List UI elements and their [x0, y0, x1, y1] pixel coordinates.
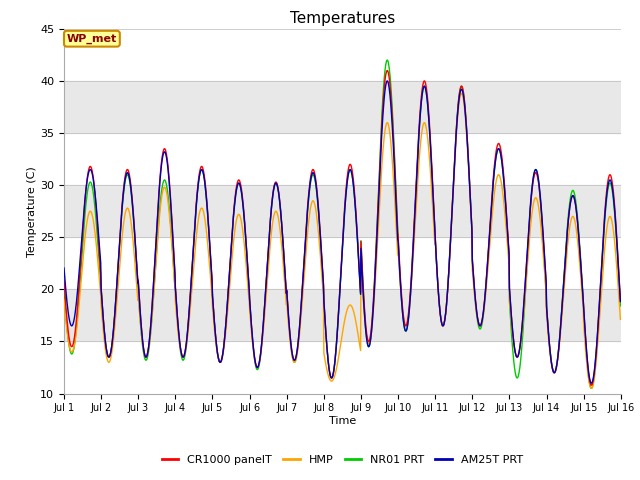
X-axis label: Time: Time [329, 416, 356, 426]
Title: Temperatures: Temperatures [290, 11, 395, 26]
Text: WP_met: WP_met [67, 34, 117, 44]
Bar [64, 185, 621, 237]
Y-axis label: Temperature (C): Temperature (C) [28, 166, 37, 257]
Bar [64, 81, 621, 133]
Legend: CR1000 panelT, HMP, NR01 PRT, AM25T PRT: CR1000 panelT, HMP, NR01 PRT, AM25T PRT [157, 450, 527, 469]
Bar [64, 289, 621, 341]
